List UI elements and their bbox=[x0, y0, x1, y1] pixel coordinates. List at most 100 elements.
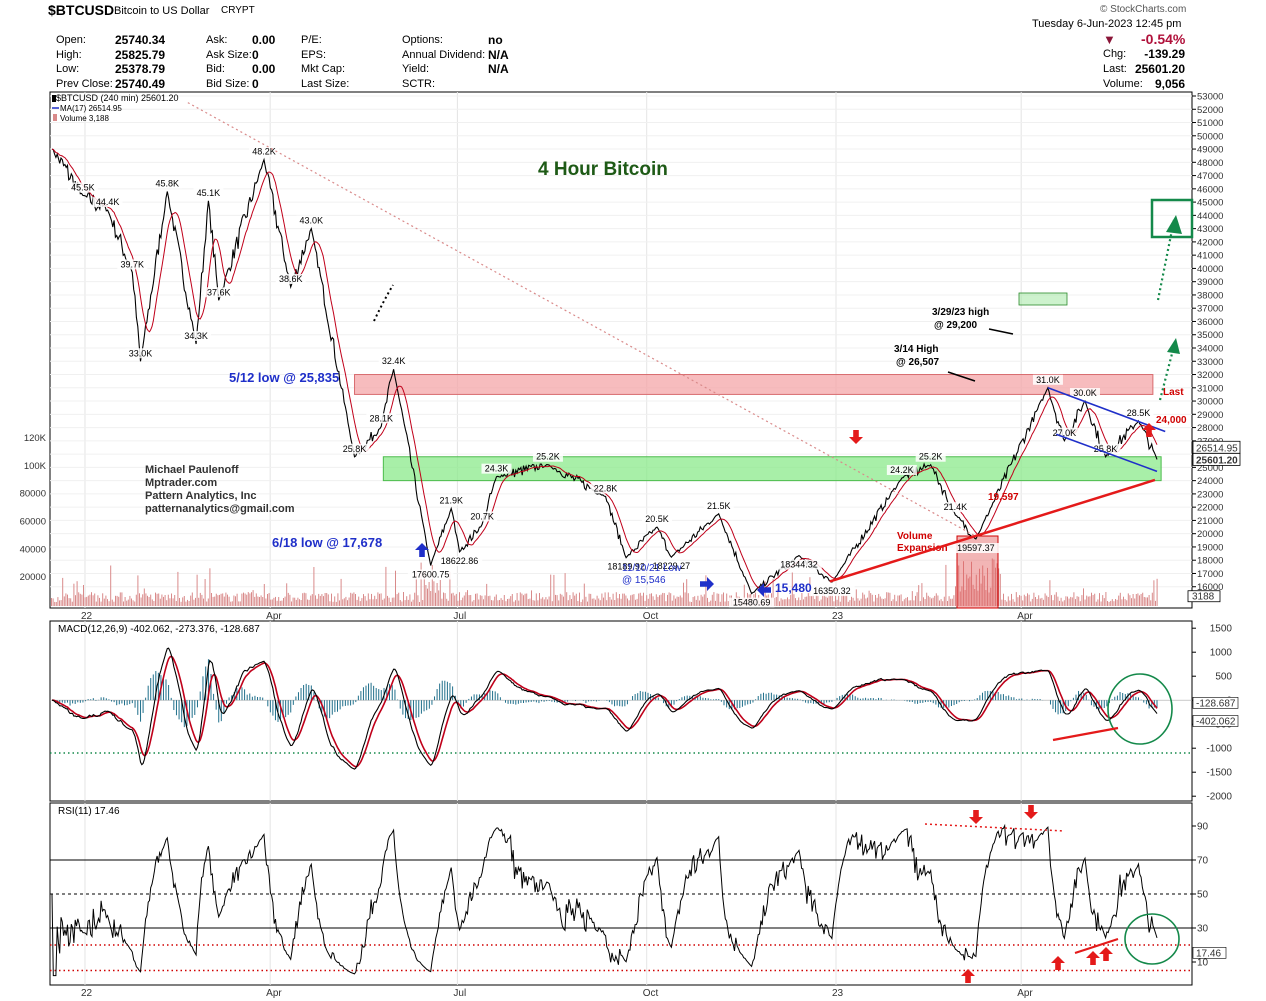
volume-bar bbox=[1043, 599, 1044, 606]
volume-bar bbox=[443, 592, 444, 606]
x-tick-label: Jul bbox=[453, 988, 466, 999]
chart-title: 4 Hour Bitcoin bbox=[538, 159, 668, 180]
volume-bar bbox=[966, 574, 968, 606]
volume-bar bbox=[278, 597, 280, 606]
pivot-label-bg bbox=[296, 215, 327, 226]
volume-bar bbox=[889, 592, 891, 606]
volume-bar bbox=[377, 592, 379, 606]
volume-bar bbox=[286, 583, 288, 606]
volume-bar bbox=[537, 600, 539, 606]
volume-bar bbox=[1147, 597, 1148, 606]
volume-bar bbox=[559, 593, 561, 606]
volume-bar bbox=[1020, 595, 1022, 606]
volume-bar bbox=[1095, 601, 1097, 606]
volume-bar bbox=[447, 600, 449, 606]
volume-bar bbox=[390, 602, 392, 606]
volume-bar bbox=[1004, 600, 1006, 606]
pivot-label-bg bbox=[886, 464, 917, 475]
volume-bar bbox=[540, 598, 542, 606]
volume-bar bbox=[467, 590, 468, 606]
y-tick-label: 19000 bbox=[1197, 542, 1223, 553]
volume-bar bbox=[107, 599, 108, 606]
macd-value-box bbox=[1192, 697, 1239, 709]
pivot-label: 17600.75 bbox=[412, 570, 450, 580]
volume-bar bbox=[1142, 592, 1144, 606]
volume-bar bbox=[1113, 601, 1115, 606]
volume-bar bbox=[204, 579, 206, 606]
volume-bar bbox=[641, 595, 643, 606]
pivot-label: 30.0K bbox=[1073, 388, 1097, 398]
pivot-label: 21.9K bbox=[439, 495, 463, 505]
y-tick-label: 45000 bbox=[1197, 198, 1223, 209]
volume-bar bbox=[1023, 594, 1025, 606]
volume-bar bbox=[785, 599, 787, 606]
volume-bar bbox=[1052, 600, 1054, 606]
volume-bar bbox=[686, 579, 688, 606]
note-24000: 24,000 bbox=[1156, 415, 1187, 426]
volume-bar bbox=[635, 599, 636, 606]
volume-bar bbox=[814, 599, 816, 606]
volume-bar bbox=[156, 593, 158, 606]
volume-bar bbox=[859, 600, 860, 606]
volume-bar bbox=[345, 596, 347, 606]
volume-bar bbox=[916, 592, 918, 606]
macd-value-label: -128.687 bbox=[1196, 698, 1236, 709]
volume-bar bbox=[439, 580, 441, 606]
volume-bar bbox=[827, 597, 828, 606]
volume-bar bbox=[260, 595, 262, 606]
volume-bar bbox=[500, 598, 502, 606]
pivot-label-bg bbox=[275, 273, 306, 284]
pivot-label: 18189.92 bbox=[607, 562, 645, 572]
price-value-label: 25601.20 bbox=[1196, 455, 1238, 466]
volume-bar bbox=[1009, 600, 1011, 606]
legend-volume-icon bbox=[53, 114, 57, 121]
volume-bar bbox=[961, 586, 963, 606]
volume-bar bbox=[569, 595, 571, 606]
note-29200: @ 29,200 bbox=[934, 320, 978, 331]
volume-bar bbox=[183, 596, 185, 606]
volume-bar bbox=[822, 592, 824, 606]
volume-bar bbox=[95, 601, 97, 606]
resistance-zone bbox=[354, 374, 1154, 395]
pivot-label-bg bbox=[1032, 374, 1063, 385]
volume-bar bbox=[974, 589, 976, 606]
stat-label: Ask Size: bbox=[206, 48, 252, 61]
volume-bar bbox=[1100, 601, 1102, 606]
volume-bar bbox=[705, 575, 707, 606]
volume-bar bbox=[947, 601, 948, 606]
rsi-top-dotted-line bbox=[924, 823, 1065, 832]
stat-label: Bid: bbox=[206, 63, 225, 75]
volume-bar bbox=[796, 600, 798, 606]
volume-bar bbox=[159, 598, 161, 606]
volume-bar bbox=[300, 600, 302, 606]
volume-bar bbox=[225, 592, 227, 606]
volume-bar bbox=[940, 599, 942, 606]
volume-bar bbox=[425, 585, 427, 606]
volume-bar bbox=[518, 600, 520, 606]
volume-bar bbox=[1019, 595, 1020, 606]
volume-bar bbox=[270, 599, 272, 606]
volume-bar bbox=[895, 601, 897, 606]
volume-bar bbox=[887, 592, 889, 606]
volume-bar bbox=[311, 594, 313, 606]
x-tick-label: Apr bbox=[266, 988, 282, 999]
red-up-arrow-icon bbox=[1099, 947, 1113, 961]
volume-bar bbox=[505, 601, 507, 606]
volume-bar bbox=[689, 601, 691, 606]
author-email: patternanalytics@gmail.com bbox=[145, 503, 295, 515]
volume-bar bbox=[657, 596, 659, 606]
volume-bar bbox=[807, 593, 809, 606]
volume-bar bbox=[857, 598, 859, 606]
volume-bar bbox=[539, 593, 540, 606]
volume-bar bbox=[1035, 597, 1036, 606]
volume-bar bbox=[1126, 600, 1128, 606]
note-15480: 15,480 bbox=[775, 581, 812, 595]
y-tick-label: 24000 bbox=[1197, 476, 1223, 487]
volume-bar bbox=[652, 596, 654, 606]
volume-bar bbox=[195, 597, 196, 606]
rsi-value-box bbox=[1192, 947, 1227, 959]
volume-bar bbox=[902, 601, 904, 606]
volume-bar bbox=[764, 581, 766, 606]
volume-bar bbox=[348, 597, 350, 606]
x-tick-label: Jul bbox=[453, 611, 466, 622]
